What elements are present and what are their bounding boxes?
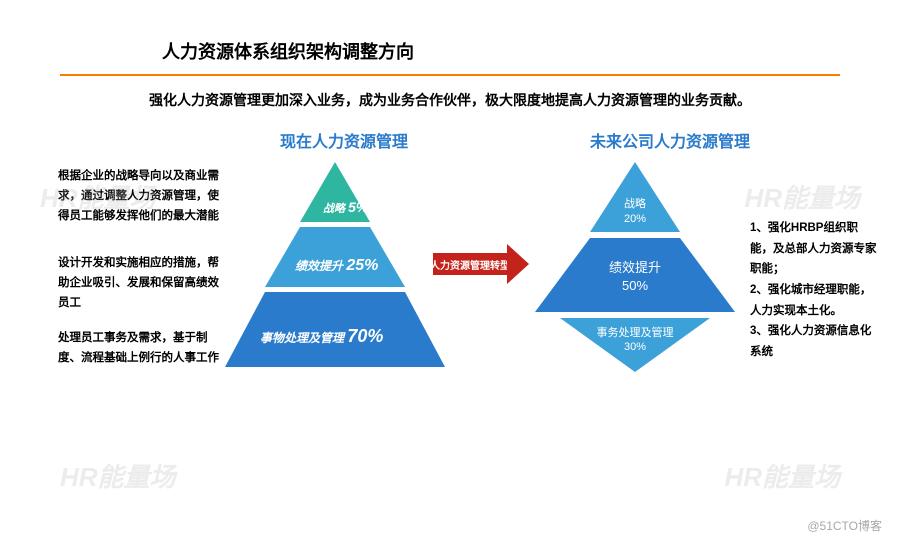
credit-text: @51CTO博客 <box>807 517 882 534</box>
arrow-label: 人力资源管理转型 <box>433 253 507 275</box>
right-desc-item: 2、强化城市经理职能，人力实现本土化。 <box>750 280 880 321</box>
left-desc-1: 根据企业的战略导向以及商业需求，通过调整人力资源管理，使得员工能够发挥他们的最大… <box>58 166 223 226</box>
subtitle: 强化人力资源管理更加深入业务，成为业务合作伙伴，极大限度地提高人力资源管理的业务… <box>0 90 900 110</box>
left-pyramid: 战略 5% 绩效提升 25% 事物处理及管理 70% <box>225 162 445 372</box>
svg-text:30%: 30% <box>624 341 646 353</box>
divider-line <box>60 74 840 76</box>
right-layer-mid <box>535 238 735 312</box>
right-desc-list: 1、强化HRBP组织职能，及总部人力资源专家职能； 2、强化城市经理职能，人力实… <box>750 218 880 363</box>
right-pyramid: 战略 20% 绩效提升 50% 事务处理及管理 30% <box>525 162 745 372</box>
arrow-head-icon <box>507 244 529 284</box>
right-desc-item: 1、强化HRBP组织职能，及总部人力资源专家职能； <box>750 218 880 280</box>
svg-text:50%: 50% <box>622 278 648 293</box>
left-pyramid-heading: 现在人力资源管理 <box>280 128 408 152</box>
page-title: 人力资源体系组织架构调整方向 <box>162 38 900 64</box>
left-desc-2: 设计开发和实施相应的措施，帮助企业吸引、发展和保留高绩效员工 <box>58 253 223 313</box>
svg-text:绩效提升 25%: 绩效提升 25% <box>295 257 378 274</box>
right-pyramid-heading: 未来公司人力资源管理 <box>590 128 750 152</box>
right-desc-item: 3、强化人力资源信息化系统 <box>750 321 880 362</box>
transition-arrow: 人力资源管理转型 <box>433 244 533 284</box>
svg-text:绩效提升: 绩效提升 <box>609 260 661 275</box>
svg-text:20%: 20% <box>624 213 646 225</box>
left-layer-mid <box>265 227 405 287</box>
svg-text:战略: 战略 <box>624 196 646 210</box>
svg-text:事务处理及管理: 事务处理及管理 <box>597 325 674 339</box>
left-desc-3: 处理员工事务及需求，基于制度、流程基础上例行的人事工作 <box>58 328 223 368</box>
diagram-area: 现在人力资源管理 未来公司人力资源管理 根据企业的战略导向以及商业需求，通过调整… <box>0 128 900 468</box>
left-layer-bottom <box>225 292 445 367</box>
